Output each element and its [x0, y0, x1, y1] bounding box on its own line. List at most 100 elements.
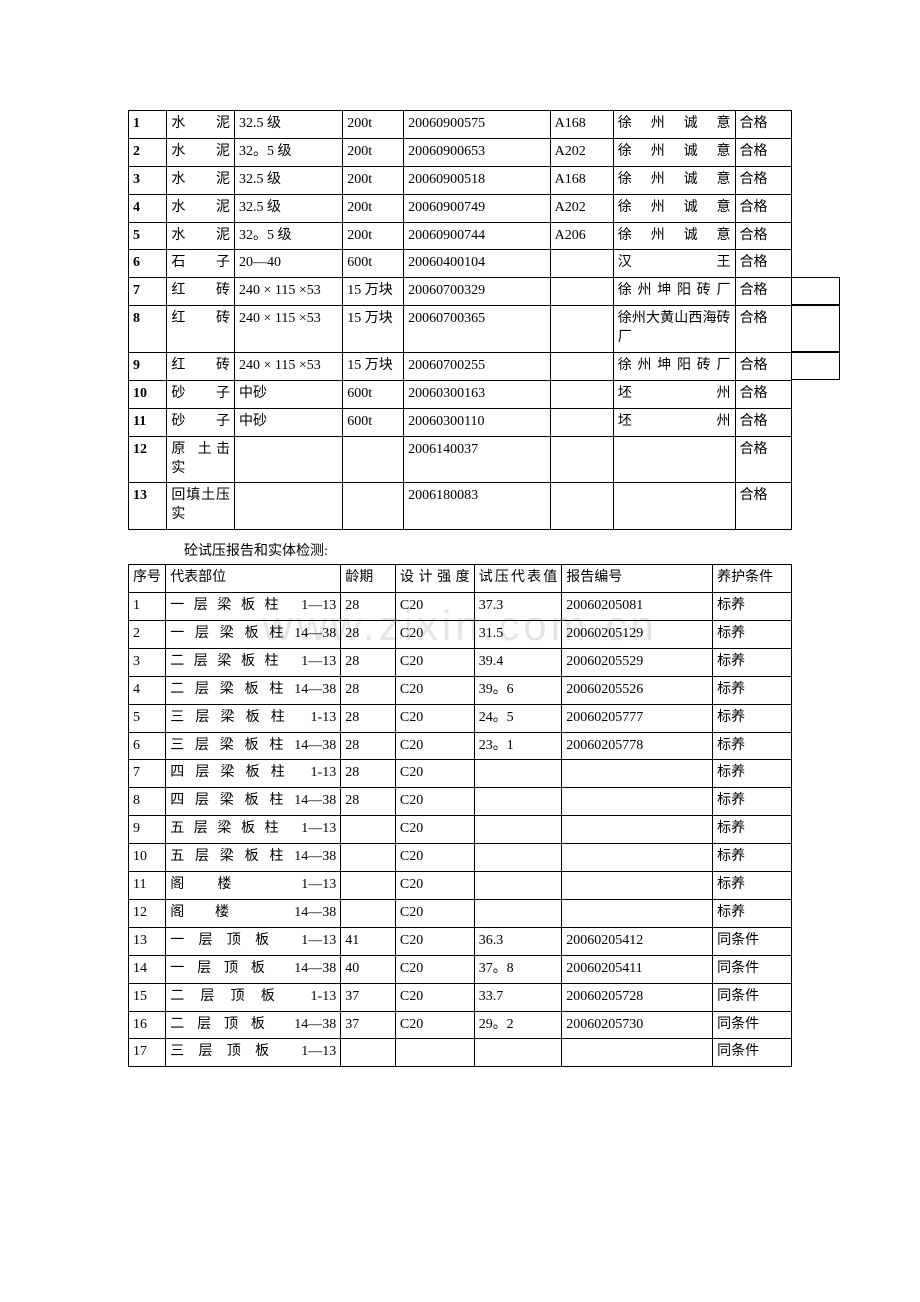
cell	[562, 872, 713, 900]
cell: 37。8	[474, 955, 562, 983]
overflow-cell	[792, 277, 840, 305]
cell	[613, 483, 735, 530]
cell: 200t	[343, 111, 404, 139]
cell	[562, 899, 713, 927]
cell	[562, 760, 713, 788]
cell: C20	[395, 816, 474, 844]
cell: 1	[129, 593, 166, 621]
cell: 20060400104	[404, 250, 551, 278]
cell	[474, 1039, 562, 1067]
cell: 4	[129, 676, 166, 704]
cell: 15	[129, 983, 166, 1011]
table-row: 8四 层 梁 板 柱 14—3828C20标养	[129, 788, 792, 816]
cell: 标养	[713, 648, 792, 676]
cell: C20	[395, 927, 474, 955]
materials-table-wrap: 1水泥32.5 级200t20060900575A168徐州诚意合格2水泥32。…	[128, 110, 792, 530]
header-cell: 养护条件	[713, 565, 792, 593]
cell: 37	[341, 983, 396, 1011]
cell: 回填土压实	[167, 483, 235, 530]
cell: 10	[129, 380, 167, 408]
cell: 9	[129, 816, 166, 844]
cell: 2	[129, 621, 166, 649]
page: 1水泥32.5 级200t20060900575A168徐州诚意合格2水泥32。…	[0, 0, 920, 1127]
table-row: 4二 层 梁 板 柱 14—3828C2039。620060205526标养	[129, 676, 792, 704]
cell: 三层梁板柱 1-13	[166, 704, 341, 732]
cell: 二 层 梁 板 柱 14—38	[166, 676, 341, 704]
cell: C20	[395, 648, 474, 676]
cell: 合格	[735, 306, 791, 353]
cell: 20060700365	[404, 306, 551, 353]
cell: 20060205730	[562, 1011, 713, 1039]
cell: C20	[395, 760, 474, 788]
cell: 1	[129, 111, 167, 139]
cell: 41	[341, 927, 396, 955]
cell: C20	[395, 593, 474, 621]
cell: 4	[129, 194, 167, 222]
cell: 一层梁板柱 1—13	[166, 593, 341, 621]
cell: 8	[129, 788, 166, 816]
cell: 16	[129, 1011, 166, 1039]
cell	[395, 1039, 474, 1067]
cell: 坯州	[613, 408, 735, 436]
header-cell: 序号	[129, 565, 166, 593]
cell	[562, 1039, 713, 1067]
cell: 同条件	[713, 1039, 792, 1067]
cell: 20060900518	[404, 166, 551, 194]
table-row: 12原 土击实2006140037合格	[129, 436, 792, 483]
table-row: 6三 层 梁 板 柱 14—3828C2023。120060205778标养	[129, 732, 792, 760]
cell: 20060900749	[404, 194, 551, 222]
table-row: 7四层梁板柱 1-1328C20标养	[129, 760, 792, 788]
cell	[550, 250, 613, 278]
cell: 水泥	[167, 194, 235, 222]
cell: 3	[129, 166, 167, 194]
cell: 水泥	[167, 138, 235, 166]
concrete-caption: 砼试压报告和实体检测:	[184, 540, 792, 560]
cell: 28	[341, 621, 396, 649]
cell: 20060700329	[404, 278, 551, 306]
cell: 240 × 115 ×53	[234, 353, 342, 381]
header-cell: 报告编号	[562, 565, 713, 593]
cell	[550, 483, 613, 530]
table-header-row: 序号代表部位龄期设计强度试压代表值报告编号养护条件	[129, 565, 792, 593]
cell: 汉王	[613, 250, 735, 278]
table-row: 6石子20—40600t20060400104汉王合格	[129, 250, 792, 278]
cell: C20	[395, 676, 474, 704]
cell: 标养	[713, 816, 792, 844]
cell: 10	[129, 844, 166, 872]
cell: 37.3	[474, 593, 562, 621]
materials-table: 1水泥32.5 级200t20060900575A168徐州诚意合格2水泥32。…	[128, 110, 792, 530]
cell: 32。5 级	[234, 222, 342, 250]
cell: 11	[129, 408, 167, 436]
cell: A206	[550, 222, 613, 250]
cell: 28	[341, 760, 396, 788]
cell: 33.7	[474, 983, 562, 1011]
cell: 32.5 级	[234, 166, 342, 194]
cell: 标养	[713, 872, 792, 900]
cell: 6	[129, 732, 166, 760]
table-row: 13回填土压实2006180083合格	[129, 483, 792, 530]
cell: 600t	[343, 250, 404, 278]
cell: 15 万块	[343, 278, 404, 306]
cell: 合格	[735, 380, 791, 408]
cell: C20	[395, 1011, 474, 1039]
table-row: 12阁楼 14—38C20标养	[129, 899, 792, 927]
cell: 24。5	[474, 704, 562, 732]
cell: 徐州坤阳砖厂	[613, 353, 735, 381]
cell: 17	[129, 1039, 166, 1067]
cell	[474, 788, 562, 816]
cell: 合格	[735, 436, 791, 483]
table-row: 3水泥32.5 级200t20060900518A168徐州诚意合格	[129, 166, 792, 194]
table-row: 5水泥32。5 级200t20060900744A206徐州诚意合格	[129, 222, 792, 250]
cell: C20	[395, 955, 474, 983]
cell: 37	[341, 1011, 396, 1039]
cell	[550, 436, 613, 483]
cell: 29。2	[474, 1011, 562, 1039]
cell: 20060205081	[562, 593, 713, 621]
cell: 15 万块	[343, 353, 404, 381]
cell: 28	[341, 676, 396, 704]
cell	[341, 1039, 396, 1067]
cell: 200t	[343, 166, 404, 194]
cell: 9	[129, 353, 167, 381]
cell: 砂子	[167, 380, 235, 408]
table-row: 15二层顶板 1-1337C2033.720060205728同条件	[129, 983, 792, 1011]
